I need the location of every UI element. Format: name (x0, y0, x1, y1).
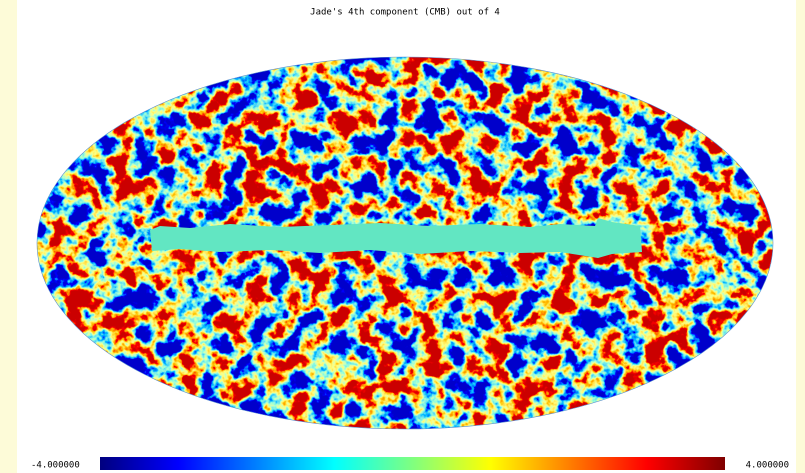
colorbar (100, 457, 725, 470)
sky-map-figure: Jade's 4th component (CMB) out of 4 -4.0… (0, 0, 805, 473)
colorbar-min-label: -4.000000 (31, 461, 80, 471)
colorbar-max-label: 4.000000 (746, 461, 789, 471)
mollweide-map (37, 57, 773, 429)
page: Jade's 4th component (CMB) out of 4 -4.0… (0, 0, 805, 473)
map-title: Jade's 4th component (CMB) out of 4 (310, 8, 500, 18)
